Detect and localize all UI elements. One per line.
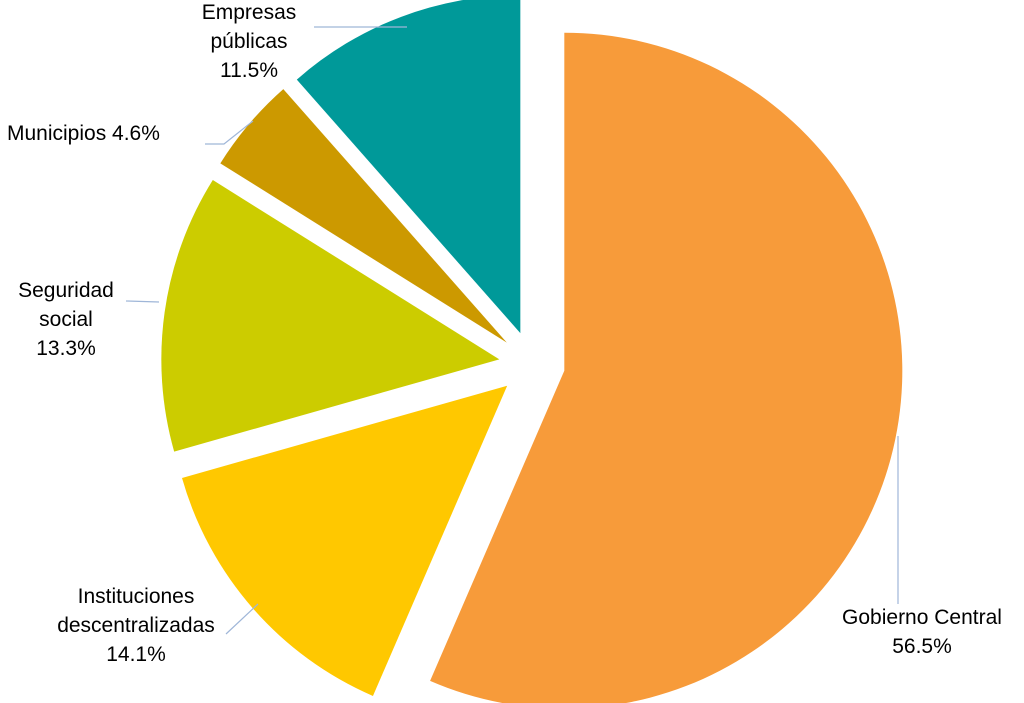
leader-lines <box>125 26 899 635</box>
slice-label-line: 56.5% <box>892 635 952 658</box>
slice-label-line: 13.3% <box>36 337 96 360</box>
slice-label-line: Instituciones <box>78 585 195 608</box>
slice-label-line: públicas <box>210 30 287 53</box>
slice-label-line: Seguridad <box>18 279 114 302</box>
leader-line-municipios <box>205 120 254 145</box>
slice-label-line: 11.5% <box>220 59 278 82</box>
slice-labels: Gobierno Central 56.5% Instituciones descen… <box>7 1 1002 666</box>
slice-label-empresas-publicas: Empresas públicas 11.5% <box>202 1 297 82</box>
pie-slice-municipios <box>220 89 507 343</box>
pie-slice-gobierno-central <box>430 32 903 703</box>
leader-line-seguridad-social <box>125 300 160 303</box>
slice-label-instituciones-descentralizadas: Instituciones descentralizadas 14.1% <box>57 585 215 666</box>
slice-label-line: Municipios 4.6% <box>7 122 160 145</box>
slice-label-line: Gobierno Central <box>842 606 1002 629</box>
slice-label-seguridad-social: Seguridad social 13.3% <box>18 279 114 360</box>
slice-label-line: social <box>39 308 93 331</box>
pie-slices <box>161 0 903 703</box>
leader-line-instituciones-descentralizadas <box>225 603 259 635</box>
pie-slice-instituciones-descentralizadas <box>182 385 508 696</box>
slice-label-line: descentralizadas <box>57 614 215 637</box>
slice-label-line: Empresas <box>202 1 297 24</box>
pie-slice-seguridad-social <box>161 180 500 452</box>
slice-label-municipios: Municipios 4.6% <box>7 122 160 145</box>
slice-label-line: 14.1% <box>106 643 166 666</box>
slice-label-gobierno-central: Gobierno Central 56.5% <box>842 606 1002 658</box>
pie-slice-empresas-publicas <box>296 0 521 334</box>
